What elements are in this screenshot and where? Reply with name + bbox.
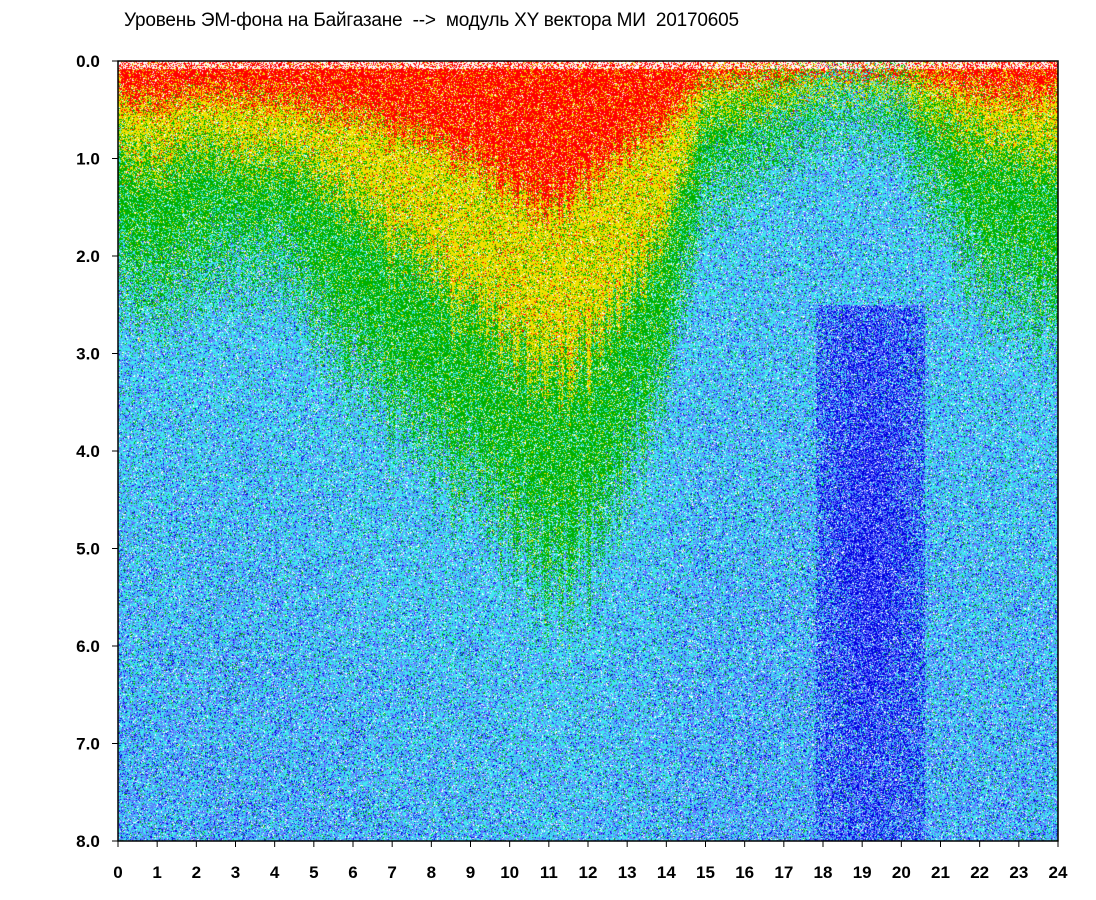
y-tick-label: 8.0 [76, 832, 100, 851]
x-tick-label: 3 [231, 863, 240, 882]
chart-title: Уровень ЭМ-фона на Байгазане --> модуль … [124, 10, 739, 31]
x-tick-label: 1 [152, 863, 161, 882]
x-tick-label: 10 [500, 863, 519, 882]
y-tick-label: 1.0 [76, 150, 100, 169]
x-tick-label: 20 [892, 863, 911, 882]
x-tick-label: 16 [735, 863, 754, 882]
y-tick-label: 7.0 [76, 735, 100, 754]
y-tick-label: 2.0 [76, 247, 100, 266]
x-tick-label: 8 [427, 863, 436, 882]
x-tick-label: 17 [774, 863, 793, 882]
x-tick-label: 14 [657, 863, 676, 882]
x-tick-label: 23 [1009, 863, 1028, 882]
y-tick-label: 6.0 [76, 637, 100, 656]
x-tick-label: 9 [466, 863, 475, 882]
y-tick-label: 5.0 [76, 540, 100, 559]
x-tick-label: 11 [540, 863, 558, 882]
x-tick-label: 19 [853, 863, 872, 882]
y-tick-label: 4.0 [76, 442, 100, 461]
x-tick-label: 24 [1049, 863, 1068, 882]
x-tick-label: 13 [618, 863, 637, 882]
heatmap-area [118, 61, 1058, 841]
x-tick-label: 5 [309, 863, 318, 882]
heatmap-image [118, 61, 1058, 841]
x-axis: 0 1 2 3 4 5 6 7 8 9 10 11 12 13 14 15 16 17 18 19 20 21 22 23 24 [113, 841, 1068, 882]
y-axis: 0.0 1.0 2.0 3.0 4.0 5.0 6.0 7.0 8.0 [76, 52, 118, 851]
y-tick-label: 0.0 [76, 52, 100, 71]
x-tick-label: 18 [814, 863, 833, 882]
y-tick-label: 3.0 [76, 345, 100, 364]
x-tick-label: 12 [579, 863, 598, 882]
x-tick-label: 0 [113, 863, 122, 882]
x-tick-label: 15 [696, 863, 715, 882]
x-tick-label: 7 [387, 863, 396, 882]
x-tick-label: 4 [270, 863, 280, 882]
x-tick-label: 6 [348, 863, 357, 882]
x-tick-label: 2 [192, 863, 201, 882]
x-tick-label: 21 [931, 863, 950, 882]
x-tick-label: 22 [970, 863, 989, 882]
